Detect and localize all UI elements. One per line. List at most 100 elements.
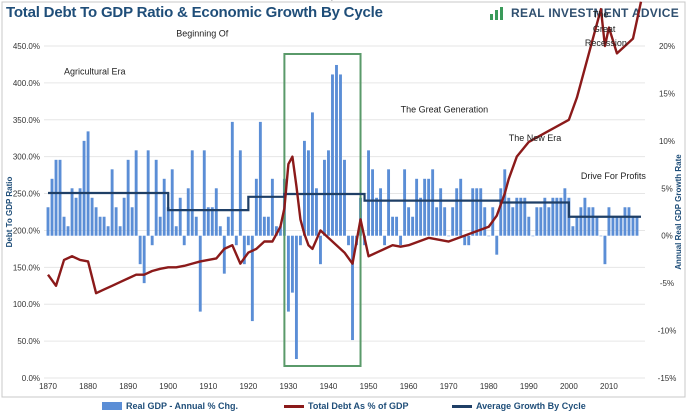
chart-legend: Real GDP - Annual % Chg. Total Debt As %… bbox=[0, 398, 687, 416]
gdp-bar bbox=[399, 235, 403, 246]
right-tick-label: 15% bbox=[659, 89, 675, 98]
avg-growth-line bbox=[48, 191, 641, 218]
legend-swatch-debt bbox=[284, 404, 304, 408]
left-tick-label: 100.0% bbox=[13, 300, 40, 309]
right-tick-label: 0% bbox=[661, 232, 673, 241]
gdp-bar bbox=[619, 216, 623, 236]
annotation-label: Beginning Of bbox=[176, 29, 229, 39]
gdp-bar bbox=[455, 188, 459, 236]
chart-frame bbox=[1, 1, 686, 398]
gdp-bar bbox=[250, 235, 254, 322]
gdp-bar bbox=[242, 235, 246, 265]
x-tick-label: 1950 bbox=[360, 382, 378, 391]
gdp-bar bbox=[499, 188, 503, 236]
gdp-bar bbox=[551, 197, 555, 236]
annotation-label: The Great Depression bbox=[276, 0, 365, 1]
gdp-bar bbox=[234, 235, 238, 246]
gdp-bar bbox=[367, 150, 370, 236]
gdp-bar bbox=[511, 207, 515, 236]
gdp-bar bbox=[527, 216, 531, 236]
gdp-bar bbox=[298, 235, 302, 246]
gdp-bar bbox=[523, 197, 527, 236]
gdp-bar bbox=[543, 197, 547, 236]
gdp-bar bbox=[631, 216, 635, 236]
y-axis-title-left: Debt To GDP Ratio bbox=[5, 176, 14, 247]
gdp-bar bbox=[142, 235, 146, 284]
gdp-bar bbox=[471, 188, 475, 236]
gdp-bar bbox=[479, 188, 483, 236]
gdp-bar bbox=[58, 159, 62, 236]
gdp-bar bbox=[371, 169, 374, 236]
gdp-bar bbox=[138, 235, 142, 265]
gdp-bar bbox=[274, 226, 278, 236]
gdp-bar bbox=[98, 216, 102, 236]
left-tick-label: 400.0% bbox=[13, 79, 40, 88]
gdp-bar bbox=[194, 216, 198, 236]
x-tick-label: 1910 bbox=[199, 382, 217, 391]
gdp-bar bbox=[571, 226, 575, 236]
left-tick-label: 300.0% bbox=[13, 153, 40, 162]
gdp-bar bbox=[495, 235, 499, 255]
y-axis-title-right: Annual Real GDP Growth Rate bbox=[674, 154, 683, 270]
gdp-bar bbox=[218, 226, 222, 236]
gdp-bar bbox=[595, 216, 599, 236]
gdp-bar bbox=[90, 197, 94, 236]
gdp-bar bbox=[182, 235, 186, 246]
gdp-bar bbox=[579, 207, 583, 236]
left-tick-label: 50.0% bbox=[17, 337, 40, 346]
annotation-label: Recession bbox=[585, 38, 627, 48]
gdp-bar bbox=[555, 197, 559, 236]
gdp-bar bbox=[431, 169, 435, 236]
gdp-bar bbox=[623, 207, 627, 236]
annotation-label: The Great Generation bbox=[401, 104, 489, 114]
legend-gdp-bars: Real GDP - Annual % Chg. bbox=[102, 401, 238, 411]
x-tick-label: 1870 bbox=[39, 382, 57, 391]
gdp-bar bbox=[290, 235, 294, 293]
gdp-bar bbox=[635, 216, 639, 236]
gdp-bar bbox=[202, 150, 206, 236]
gdp-bar bbox=[198, 235, 202, 312]
gdp-bar bbox=[50, 178, 54, 236]
right-tick-label: -10% bbox=[658, 327, 677, 336]
gdp-bar bbox=[575, 216, 579, 236]
gdp-bar bbox=[443, 207, 447, 236]
right-tick-label: 5% bbox=[661, 184, 673, 193]
gdp-bar bbox=[487, 235, 491, 237]
gdp-bar bbox=[166, 207, 170, 236]
gdp-bar bbox=[270, 178, 274, 236]
gdp-bar bbox=[447, 235, 451, 237]
x-tick-label: 1890 bbox=[119, 382, 137, 391]
gdp-bar bbox=[154, 159, 158, 236]
gdp-bar bbox=[62, 216, 66, 236]
legend-swatch-avg bbox=[452, 404, 472, 408]
gdp-bar bbox=[439, 188, 443, 236]
gdp-bar bbox=[435, 207, 439, 236]
gdp-bar bbox=[599, 235, 603, 237]
x-tick-label: 1990 bbox=[520, 382, 538, 391]
gdp-bar bbox=[403, 169, 407, 236]
x-tick-label: 1980 bbox=[480, 382, 498, 391]
gdp-bar bbox=[266, 216, 270, 236]
right-tick-label: -5% bbox=[660, 279, 674, 288]
x-tick-label: 1970 bbox=[440, 382, 458, 391]
gdp-bar bbox=[126, 159, 130, 236]
gdp-bar bbox=[315, 188, 318, 236]
gdp-bar bbox=[210, 207, 214, 236]
gdp-bar bbox=[114, 207, 118, 236]
annotation-label: Agricultural Era bbox=[64, 66, 126, 76]
gdp-bar bbox=[539, 207, 543, 236]
gdp-bar bbox=[54, 159, 58, 236]
gdp-bar bbox=[451, 207, 455, 236]
annotation-label: Great bbox=[593, 24, 616, 34]
gdp-bar bbox=[375, 197, 378, 236]
gdp-bar bbox=[395, 216, 399, 236]
gdp-bar bbox=[407, 207, 411, 236]
gdp-bar bbox=[46, 207, 50, 236]
gdp-bar bbox=[627, 207, 631, 236]
gdp-bar bbox=[174, 226, 178, 236]
gdp-bar bbox=[591, 207, 595, 236]
gdp-bar bbox=[615, 216, 619, 236]
gdp-bar bbox=[335, 64, 338, 236]
gdp-bar bbox=[323, 159, 326, 236]
gdp-bar bbox=[190, 150, 194, 236]
